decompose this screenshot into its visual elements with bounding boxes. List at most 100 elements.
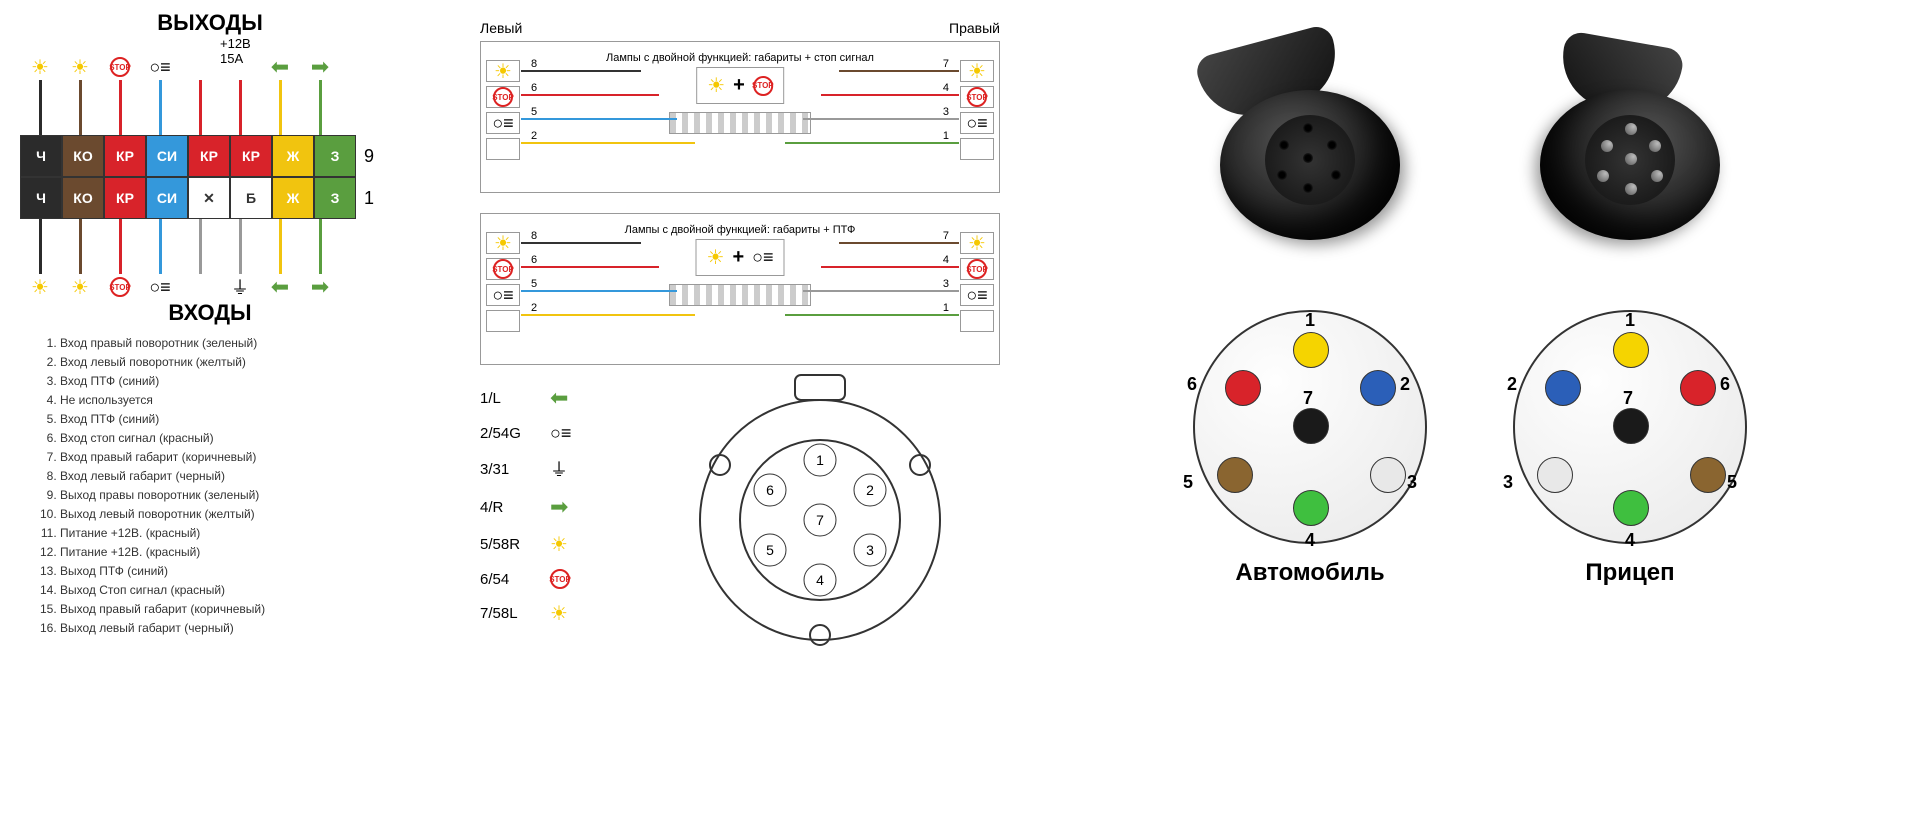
legend-item: Не используется — [60, 391, 400, 409]
terminal-cell: КР — [188, 135, 230, 177]
stop-icon: STOP — [493, 259, 513, 279]
outputs-title: ВЫХОДЫ — [20, 10, 400, 36]
wire-number: 8 — [531, 230, 537, 242]
wire-line — [521, 290, 677, 292]
arrow-left-icon: ⬅ — [271, 274, 289, 300]
connector-pin — [1303, 123, 1313, 133]
car-pin-diagram: 1234567 Автомобиль — [1180, 310, 1440, 587]
sun-icon: ☀ — [707, 73, 725, 98]
right-panel: 1234567 Автомобиль 1654327 Прицеп — [1050, 40, 1890, 587]
arrow-left-icon: ⬅ — [550, 385, 568, 411]
side-lamp-icon: ○≡ — [486, 112, 520, 134]
legend-item: Вход левый поворотник (желтый) — [60, 353, 400, 371]
wiring-box-2: Лампы с двойной функцией: габариты + ПТФ… — [480, 213, 1000, 365]
side-lamp-icon: ☀ — [960, 232, 994, 254]
pin-number: 7 — [1303, 388, 1313, 409]
wire-line — [521, 266, 659, 268]
box2-right-stack: ☀STOP○≡ — [960, 232, 994, 332]
side-lamp-icon — [960, 310, 994, 332]
sun-icon: ☀ — [494, 231, 512, 256]
wiring-box-1: Лампы с двойной функцией: габариты + сто… — [480, 41, 1000, 193]
fog-lamp-icon: ○≡ — [149, 57, 170, 78]
legend-item: Вход ПТФ (синий) — [60, 410, 400, 428]
connector-pin — [1625, 183, 1637, 195]
pin-legend-row: 1/L⬅ — [480, 385, 571, 411]
pin-number: 1 — [1305, 310, 1315, 331]
arrow-left-icon: ⬅ — [271, 54, 289, 80]
wire-number: 6 — [531, 254, 537, 266]
wire-line — [839, 242, 959, 244]
row-top-num: 9 — [364, 146, 374, 167]
wire-line — [821, 94, 959, 96]
legend-item: Выход левый габарит (черный) — [60, 619, 400, 637]
side-lamp-icon — [486, 138, 520, 160]
pin-dot — [1680, 370, 1716, 406]
pin-dot — [1293, 490, 1329, 526]
legend-item: Питание +12В. (красный) — [60, 524, 400, 542]
pin-number: 2 — [1507, 374, 1517, 395]
pin-legend-row: 3/31⏚ — [480, 456, 571, 482]
svg-text:5: 5 — [766, 542, 774, 558]
middle-panel: Левый Правый Лампы с двойной функцией: г… — [480, 20, 1000, 626]
pin-number: 3 — [1503, 472, 1513, 493]
pin-dot — [1613, 408, 1649, 444]
terminal-cell: КО — [62, 135, 104, 177]
connector-pin — [1625, 123, 1637, 135]
pin-dot — [1370, 457, 1406, 493]
side-lamp-icon: ○≡ — [960, 112, 994, 134]
wire-number: 6 — [531, 82, 537, 94]
pin-legend-row: 7/58L☀ — [480, 601, 571, 626]
center-symbol-box-2: ☀ + ○≡ — [696, 239, 785, 276]
stop-icon: STOP — [493, 87, 513, 107]
svg-text:6: 6 — [766, 482, 774, 498]
terminal-cell: ✕ — [188, 177, 230, 219]
box1-left-stack: ☀ STOP ○≡ — [486, 60, 520, 160]
svg-text:1: 1 — [816, 452, 824, 468]
pin-number: 6 — [1187, 374, 1197, 395]
wire-number: 7 — [943, 230, 949, 242]
connector-pin — [1327, 140, 1337, 150]
connector-grill-2 — [669, 284, 811, 306]
pin-dot — [1613, 332, 1649, 368]
wire-line — [521, 314, 695, 316]
connector-pin — [1303, 183, 1313, 193]
stop-icon: STOP — [110, 277, 130, 297]
pin-dot — [1613, 490, 1649, 526]
wire-line — [839, 70, 959, 72]
terminal-cell: З — [314, 135, 356, 177]
ground-icon: ⏚ — [550, 456, 568, 482]
wire-number: 5 — [531, 106, 537, 118]
left-side-label: Левый — [480, 20, 522, 36]
sun-icon: ☀ — [71, 275, 89, 300]
connector-face-diagram: 1 6 2 7 5 3 4 — [680, 370, 960, 650]
wire-number: 8 — [531, 58, 537, 70]
box2-left-stack: ☀STOP○≡ — [486, 232, 520, 332]
connector-pin — [1331, 170, 1341, 180]
connector-pin — [1625, 153, 1637, 165]
wire-line — [803, 118, 959, 120]
arrow-right-icon: ➡ — [311, 54, 329, 80]
wire-number: 4 — [943, 82, 949, 94]
terminal-cell: КО — [62, 177, 104, 219]
fog-lamp-icon: ○≡ — [550, 423, 571, 444]
side-lamp-icon: ☀ — [486, 60, 520, 82]
pin-number: 5 — [1727, 472, 1737, 493]
terminal-cell: Ж — [272, 177, 314, 219]
arrow-right-icon: ➡ — [311, 274, 329, 300]
pin-dot — [1293, 408, 1329, 444]
legend-list: Вход правый поворотник (зеленый)Вход лев… — [20, 334, 400, 637]
socket-photo — [1170, 40, 1450, 270]
wire-line — [785, 314, 959, 316]
pin-legend: 1/L⬅2/54G○≡3/31⏚4/R➡5/58R☀6/54STOP7/58L☀ — [480, 385, 571, 626]
legend-item: Выход правый габарит (коричневый) — [60, 600, 400, 618]
car-label: Автомобиль — [1180, 559, 1440, 587]
fog-lamp-icon: ○≡ — [966, 285, 987, 306]
stop-icon: STOP — [110, 57, 130, 77]
connector-pin — [1597, 170, 1609, 182]
right-side-label: Правый — [949, 20, 1000, 36]
wire-line — [803, 290, 959, 292]
pin-number: 2 — [1400, 374, 1410, 395]
stop-icon: STOP — [753, 76, 773, 96]
legend-item: Вход стоп сигнал (красный) — [60, 429, 400, 447]
stop-icon: STOP — [967, 87, 987, 107]
